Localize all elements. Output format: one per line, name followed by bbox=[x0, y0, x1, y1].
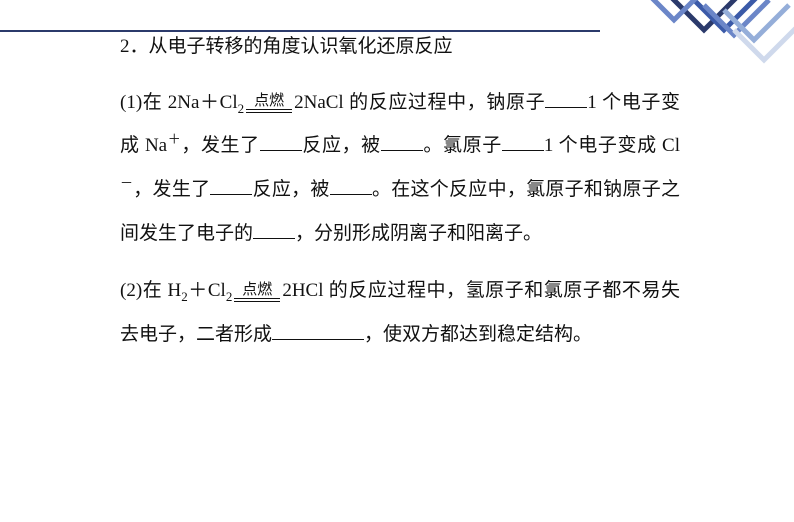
blank bbox=[330, 176, 372, 195]
blank bbox=[502, 132, 544, 151]
section-title: 2．从电子转移的角度认识氧化还原反应 bbox=[120, 25, 680, 69]
blank bbox=[210, 176, 252, 195]
p1-text: 反应，被 bbox=[302, 135, 381, 156]
double-line-icon bbox=[246, 109, 292, 113]
blank bbox=[272, 321, 364, 340]
p1-text: 1 个电子变成 Cl bbox=[544, 135, 680, 156]
blank bbox=[381, 132, 423, 151]
sup: － bbox=[120, 176, 133, 191]
p1-text: 。氯原子 bbox=[423, 135, 502, 156]
blank bbox=[545, 89, 587, 108]
slide-content: 2．从电子转移的角度认识氧化还原反应 (1)在 2Na＋Cl2点燃2NaCl 的… bbox=[120, 25, 680, 357]
reaction-arrow: 点燃 bbox=[246, 94, 292, 113]
p1-text: 2NaCl 的反应过程中，钠原子 bbox=[294, 92, 545, 113]
reaction-condition: 点燃 bbox=[242, 283, 272, 298]
p2-text: (2)在 H bbox=[120, 280, 181, 301]
sup: ＋ bbox=[167, 132, 181, 147]
paragraph-2: (2)在 H2＋Cl2点燃2HCl 的反应过程中，氢原子和氯原子都不易失去电子，… bbox=[120, 269, 680, 356]
sub: 2 bbox=[226, 289, 233, 304]
sub: 2 bbox=[238, 100, 245, 115]
p1-text: ，分别形成阴离子和阳离子。 bbox=[295, 223, 542, 244]
p2-text: ＋Cl bbox=[188, 280, 226, 301]
reaction-condition: 点燃 bbox=[254, 94, 284, 109]
paragraph-1: (1)在 2Na＋Cl2点燃2NaCl 的反应过程中，钠原子1 个电子变成 Na… bbox=[120, 81, 680, 256]
reaction-arrow: 点燃 bbox=[234, 283, 280, 302]
blank bbox=[260, 132, 302, 151]
double-line-icon bbox=[234, 298, 280, 302]
p1-text: (1)在 2Na＋Cl bbox=[120, 92, 238, 113]
p2-text: ，使双方都达到稳定结构。 bbox=[364, 324, 592, 345]
p1-text: ，发生了 bbox=[133, 179, 210, 200]
blank bbox=[253, 220, 295, 239]
p1-text: ，发生了 bbox=[181, 135, 259, 156]
p1-text: 反应，被 bbox=[252, 179, 329, 200]
